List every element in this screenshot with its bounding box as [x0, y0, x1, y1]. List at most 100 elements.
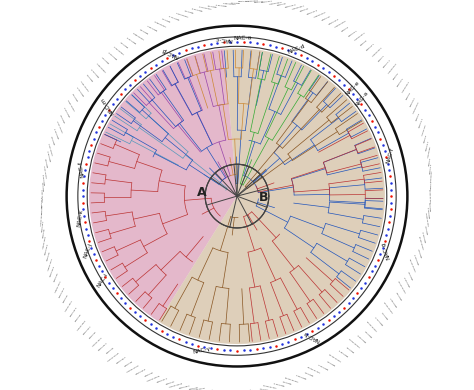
Text: AT55G10935: AT55G10935: [114, 44, 125, 54]
Text: MsNAC21.5: MsNAC21.5: [91, 66, 100, 76]
Text: MsNAC24: MsNAC24: [52, 134, 56, 144]
Text: AT124G12108: AT124G12108: [284, 375, 300, 381]
Text: AT109G11853: AT109G11853: [168, 383, 183, 388]
Text: AT130G12210: AT130G12210: [328, 352, 342, 361]
Text: MsNAC5: MsNAC5: [406, 91, 411, 100]
Text: MsNAC27: MsNAC27: [41, 204, 43, 214]
Text: MsNAC49: MsNAC49: [409, 269, 414, 279]
Text: AT22G10374: AT22G10374: [354, 32, 366, 41]
Text: AT31G10527: AT31G10527: [292, 5, 305, 10]
Text: NAC-i: NAC-i: [96, 272, 109, 288]
Text: AT43G10731: AT43G10731: [199, 5, 212, 9]
Text: MsNAC37: MsNAC37: [166, 380, 176, 385]
Text: MsNAC15.2: MsNAC15.2: [214, 2, 227, 5]
Text: AT106G11802: AT106G11802: [147, 375, 161, 382]
Text: MsNAC41: MsNAC41: [258, 386, 269, 389]
Text: NAC-β: NAC-β: [161, 46, 180, 58]
Text: MsNAC44: MsNAC44: [326, 359, 335, 365]
Text: NAC-m: NAC-m: [100, 96, 115, 115]
Text: NAC-α: NAC-α: [233, 35, 252, 41]
Text: AT154G12618: AT154G12618: [430, 188, 432, 203]
Text: MsNAC48.1: MsNAC48.1: [390, 296, 398, 307]
Text: NAC-a: NAC-a: [354, 90, 369, 107]
Text: AT85G11445: AT85G11445: [47, 258, 53, 271]
Text: NAC-c: NAC-c: [214, 35, 232, 41]
Text: MsNAC9.4: MsNAC9.4: [348, 30, 357, 37]
Text: MsNAC2.3: MsNAC2.3: [430, 163, 432, 174]
Text: AT94G11598: AT94G11598: [77, 319, 87, 331]
Text: MsNAC23: MsNAC23: [61, 112, 66, 122]
Text: NAC-j: NAC-j: [83, 242, 93, 259]
Text: AT70G11190: AT70G11190: [49, 142, 55, 155]
Text: MsNAC19.4: MsNAC19.4: [126, 35, 137, 43]
Text: MsNAC11.5: MsNAC11.5: [306, 9, 319, 15]
Text: MsNAC51.5: MsNAC51.5: [423, 230, 427, 242]
Text: AT16G10272: AT16G10272: [388, 62, 398, 74]
Text: AT82G11394: AT82G11394: [43, 235, 47, 249]
Text: AT73G11241: AT73G11241: [44, 165, 48, 179]
Text: AT121G12057: AT121G12057: [262, 383, 277, 387]
Text: MsNAC50: MsNAC50: [418, 247, 423, 257]
Text: NAC-k: NAC-k: [76, 209, 84, 227]
Text: NAC-e: NAC-e: [345, 80, 361, 96]
Text: MsNAC5.2: MsNAC5.2: [409, 96, 415, 107]
Text: AT103G11751: AT103G11751: [127, 364, 140, 373]
Text: MsNAC35.2: MsNAC35.2: [116, 356, 127, 364]
Text: MsNAC36: MsNAC36: [144, 372, 154, 377]
Text: AT88G11496: AT88G11496: [55, 280, 62, 292]
Text: NAC-g: NAC-g: [381, 241, 392, 260]
Text: NAC-γ: NAC-γ: [192, 346, 211, 355]
Text: AT148G12516: AT148G12516: [419, 234, 425, 250]
Text: MsNAC16: MsNAC16: [183, 8, 193, 12]
Text: MsNAC10.2: MsNAC10.2: [328, 18, 339, 25]
Text: MsNAC42: MsNAC42: [282, 379, 292, 383]
Text: MsNAC3: MsNAC3: [424, 134, 428, 143]
Text: MsNAC20: MsNAC20: [102, 55, 110, 63]
Text: MsNAC1: MsNAC1: [431, 180, 433, 189]
Text: AT49G10833: AT49G10833: [154, 20, 167, 27]
Text: MsNAC52: MsNAC52: [430, 200, 432, 211]
Text: MsNAC36.5: MsNAC36.5: [136, 368, 147, 375]
Text: AT100G11700: AT100G11700: [108, 351, 121, 362]
Text: AT97G11649: AT97G11649: [92, 336, 103, 347]
Text: MsNAC45: MsNAC45: [346, 345, 355, 352]
Text: MsNAC51: MsNAC51: [425, 224, 428, 234]
Text: MsNAC43: MsNAC43: [304, 370, 314, 376]
Text: MsNAC52.3: MsNAC52.3: [428, 206, 431, 219]
Text: MsNAC7.3: MsNAC7.3: [383, 59, 391, 68]
Text: AT79G11343: AT79G11343: [41, 212, 44, 226]
Text: AT52G10884: AT52G10884: [133, 31, 145, 39]
Text: MsNAC8.1: MsNAC8.1: [366, 43, 375, 51]
Text: MsNAC47: MsNAC47: [382, 310, 389, 319]
Text: MsNAC45.2: MsNAC45.2: [337, 348, 348, 356]
Text: MsNAC46: MsNAC46: [365, 328, 373, 337]
Text: NAC-d: NAC-d: [287, 43, 306, 55]
Text: AT118G12006: AT118G12006: [238, 388, 253, 390]
Text: MsNAC21: MsNAC21: [86, 73, 93, 81]
Text: MsNAC16.5: MsNAC16.5: [191, 6, 203, 11]
Text: AT25G10425: AT25G10425: [335, 20, 347, 28]
Text: MsNAC30: MsNAC30: [53, 272, 58, 282]
Text: MsNAC34: MsNAC34: [106, 347, 114, 354]
Text: MsNAC11: MsNAC11: [299, 8, 310, 12]
Text: AT10G10170: AT10G10170: [413, 101, 420, 114]
Text: MsNAC10: MsNAC10: [321, 16, 331, 21]
Text: AT13G10221: AT13G10221: [401, 81, 410, 93]
Text: MsNAC14: MsNAC14: [229, 1, 240, 2]
Text: MsNAC4: MsNAC4: [416, 112, 420, 121]
Text: MsNAC33: MsNAC33: [89, 331, 97, 339]
Text: MsNAC26.5: MsNAC26.5: [43, 172, 46, 185]
Text: MsNAC34.4: MsNAC34.4: [99, 342, 109, 351]
Text: AT139G12363: AT139G12363: [383, 300, 394, 313]
Wedge shape: [159, 48, 385, 344]
Text: MsNAC32.3: MsNAC32.3: [69, 307, 77, 317]
Text: MsNAC7: MsNAC7: [378, 55, 384, 62]
Text: AT76G11292: AT76G11292: [42, 188, 44, 202]
Text: AT40G10680: AT40G10680: [222, 2, 236, 4]
Text: MsNAC27.3: MsNAC27.3: [42, 196, 43, 209]
Text: MsNAC38: MsNAC38: [188, 386, 199, 390]
Text: MsNAC25.2: MsNAC25.2: [47, 149, 52, 161]
Text: MsNAC25: MsNAC25: [46, 157, 49, 167]
Text: MsNAC6: MsNAC6: [392, 72, 399, 80]
Text: AT28G10476: AT28G10476: [314, 11, 327, 18]
